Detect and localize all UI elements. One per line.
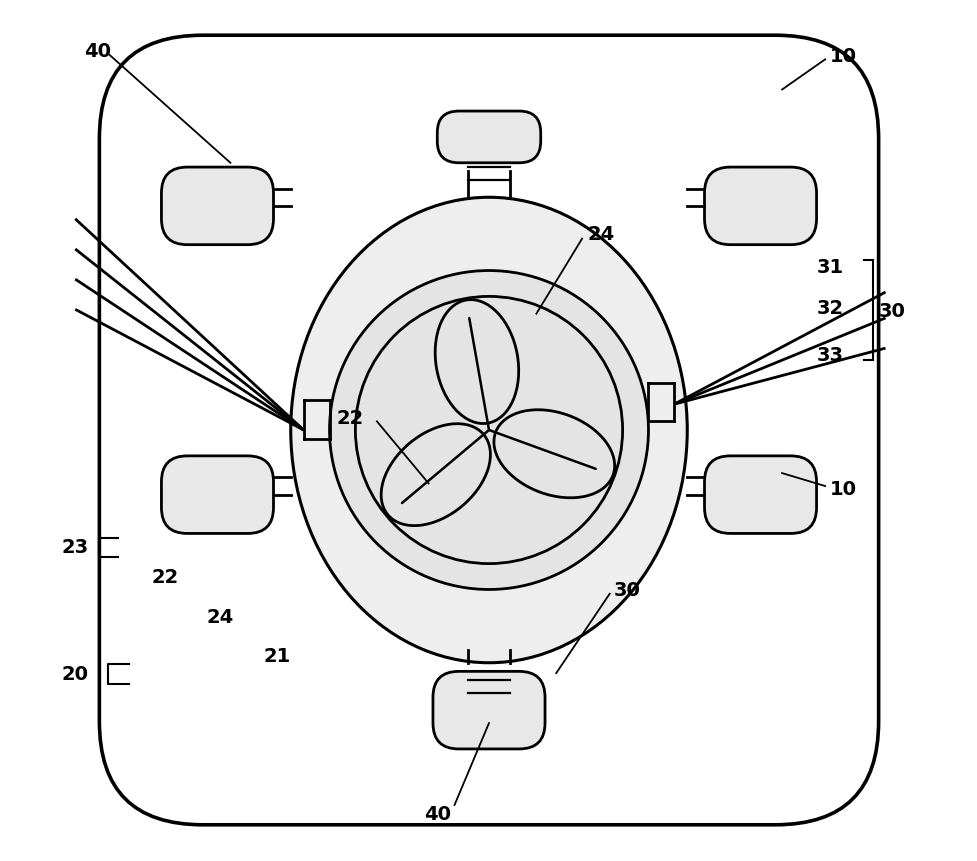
Text: 33: 33: [816, 345, 843, 364]
Text: 10: 10: [828, 46, 856, 65]
FancyBboxPatch shape: [433, 672, 544, 749]
FancyBboxPatch shape: [161, 456, 274, 534]
Text: 30: 30: [614, 580, 640, 599]
Text: 24: 24: [586, 225, 614, 244]
Text: 40: 40: [423, 804, 450, 823]
Ellipse shape: [290, 198, 687, 663]
Text: 32: 32: [816, 299, 843, 318]
FancyBboxPatch shape: [703, 168, 816, 245]
Text: 22: 22: [336, 408, 363, 427]
Text: 22: 22: [150, 567, 178, 586]
Text: 21: 21: [263, 647, 290, 666]
FancyBboxPatch shape: [437, 112, 540, 164]
Text: 40: 40: [84, 42, 110, 61]
FancyBboxPatch shape: [703, 456, 816, 534]
Text: 30: 30: [877, 301, 905, 320]
Text: 23: 23: [61, 537, 88, 556]
FancyBboxPatch shape: [100, 36, 877, 825]
Text: 31: 31: [816, 257, 843, 276]
Text: 20: 20: [62, 665, 88, 684]
Circle shape: [329, 271, 648, 590]
FancyBboxPatch shape: [161, 168, 274, 245]
Text: 10: 10: [828, 480, 856, 499]
Text: 24: 24: [206, 607, 234, 626]
